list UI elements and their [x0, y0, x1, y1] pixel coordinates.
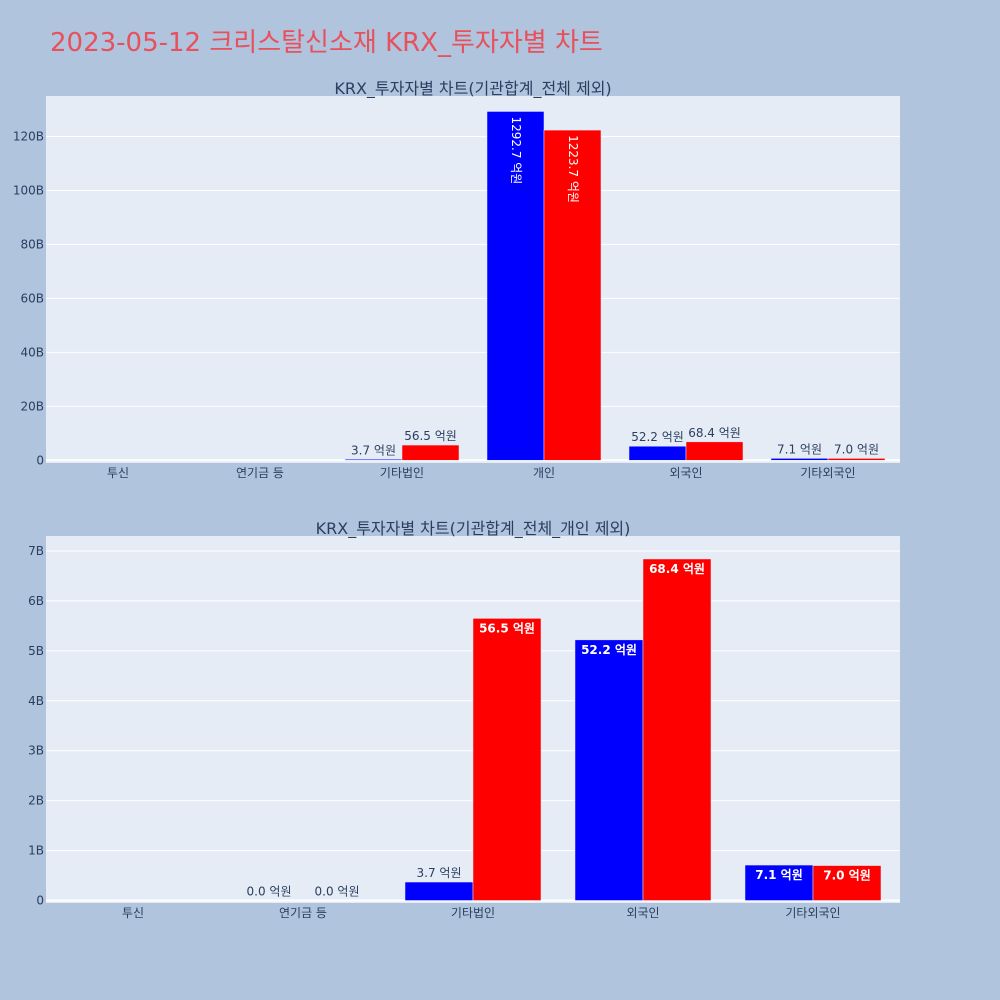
x-tick-label: 기타외국인	[785, 906, 840, 920]
bar	[574, 639, 644, 901]
bar	[827, 458, 886, 461]
bar	[344, 459, 403, 461]
bar	[628, 445, 687, 461]
bar-label: 52.2 억원	[631, 430, 684, 444]
bar-label: 0.0 억원	[315, 885, 360, 899]
bar	[812, 865, 882, 901]
bar-label: 0.0 억원	[247, 885, 292, 899]
bar-label: 52.2 억원	[581, 643, 637, 657]
x-tick-label: 기타법인	[380, 466, 424, 480]
x-tick-label: 기타외국인	[800, 466, 855, 480]
y-tick-label: 7B	[28, 544, 44, 558]
y-tick-label: 1B	[28, 844, 44, 858]
bar-label: 7.0 억원	[834, 442, 879, 456]
bar	[486, 111, 545, 461]
y-tick-label: 80B	[20, 237, 44, 251]
plot-area	[46, 96, 900, 463]
x-tick-label: 개인	[533, 466, 555, 480]
x-tick-label: 투신	[107, 466, 129, 480]
bar	[472, 618, 542, 901]
y-tick-label: 0	[36, 894, 44, 908]
page-title: 2023-05-12 크리스탈신소재 KRX_투자자별 차트	[50, 28, 603, 58]
chart-1: 0 20B 40B 60B 80B 100B 120B KRX_투자자별 차트(기관합계_전체…	[13, 79, 900, 480]
y-tick-label: 40B	[20, 345, 44, 359]
bar-label: 1223.7 억원	[566, 135, 580, 203]
bar-label: 56.5 억원	[404, 429, 457, 443]
y-tick-label: 120B	[13, 129, 44, 143]
y-tick-label: 4B	[28, 694, 44, 708]
bar	[770, 458, 829, 461]
y-tick-label: 60B	[20, 291, 44, 305]
bar	[543, 129, 602, 461]
bar-label: 3.7 억원	[351, 443, 396, 457]
y-tick-label: 20B	[20, 399, 44, 413]
bar	[401, 444, 460, 461]
bar-label: 7.1 억원	[777, 442, 822, 456]
bar-label: 1292.7 억원	[509, 116, 523, 184]
bar-label: 68.4 억원	[688, 426, 741, 440]
x-tick-label: 연기금 등	[236, 466, 284, 480]
bar-label: 3.7 억원	[417, 866, 462, 880]
bar-label: 68.4 억원	[649, 562, 705, 576]
x-tick-label: 투신	[122, 906, 144, 920]
x-tick-label: 외국인	[669, 466, 702, 480]
chart-title: KRX_투자자별 차트(기관합계_전체 제외)	[334, 79, 611, 99]
bar	[744, 864, 814, 901]
bar-label: 7.1 억원	[755, 868, 803, 882]
x-tick-label: 연기금 등	[279, 906, 327, 920]
y-tick-label: 3B	[28, 744, 44, 758]
y-tick-label: 0	[36, 453, 44, 467]
x-tick-label: 외국인	[626, 906, 659, 920]
chart-2: 0 1B 2B 3B 4B 5B 6B 7B KRX_투자자별 차트(기관합계_전체_개인 제외…	[28, 519, 900, 920]
y-tick-label: 5B	[28, 644, 44, 658]
y-tick-label: 2B	[28, 794, 44, 808]
bar	[685, 441, 744, 461]
y-tick-label: 6B	[28, 594, 44, 608]
bar-label: 7.0 억원	[823, 869, 871, 883]
x-tick-label: 기타법인	[451, 906, 495, 920]
bar-label: 56.5 억원	[479, 621, 535, 635]
y-tick-label: 100B	[13, 183, 44, 197]
bar	[404, 881, 474, 901]
bar	[642, 558, 712, 901]
chart-title: KRX_투자자별 차트(기관합계_전체_개인 제외)	[316, 519, 631, 539]
